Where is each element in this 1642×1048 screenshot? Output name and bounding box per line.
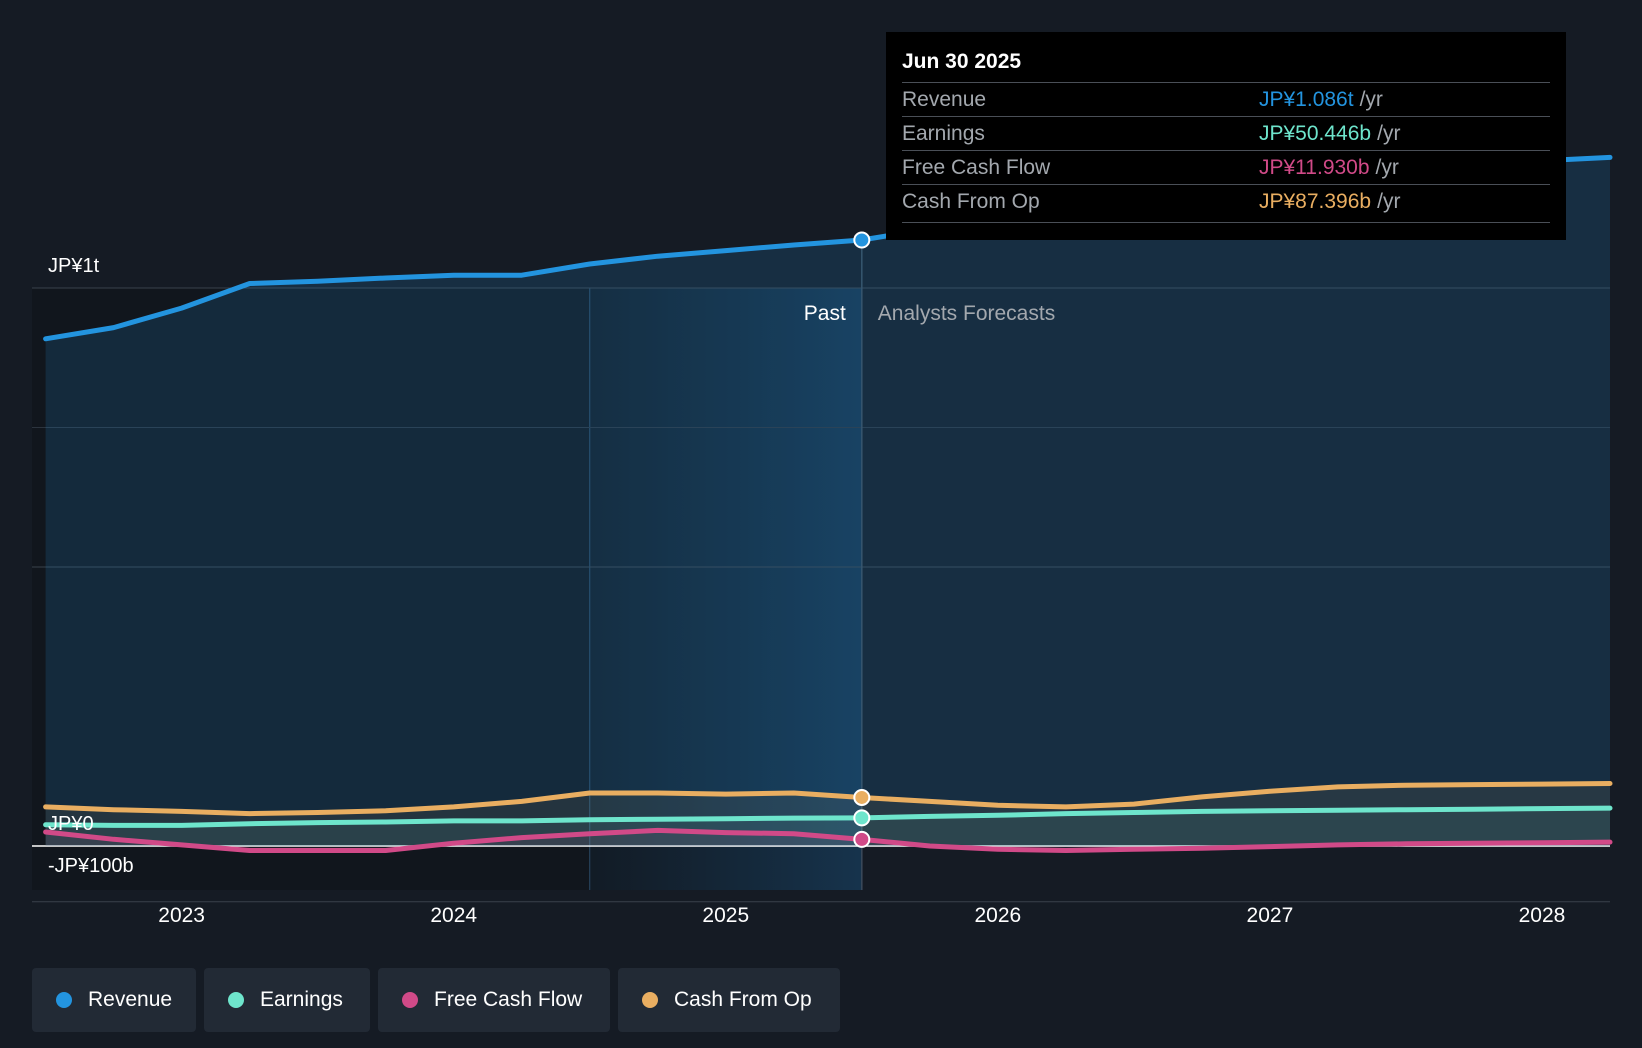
y-tick-label: -JP¥100b	[48, 855, 134, 877]
tooltip-label: Revenue	[902, 88, 987, 111]
tooltip-value: JP¥87.396b/yr	[1259, 190, 1401, 213]
x-tick-label: 2026	[974, 904, 1021, 927]
tooltip-label: Earnings	[902, 122, 985, 145]
revenue-area	[45, 157, 1611, 846]
free-cash-flow-dot-icon	[402, 992, 418, 1008]
tooltip-label: Cash From Op	[902, 190, 1040, 213]
free-cash-flow-marker	[853, 830, 871, 848]
y-tick-label: JP¥1t	[48, 255, 100, 277]
tooltip-row-free-cash-flow: Free Cash Flow JP¥11.930b/yr	[902, 150, 1550, 185]
tooltip-row-cash-from-op: Cash From Op JP¥87.396b/yr	[902, 184, 1550, 219]
x-tick-label: 2023	[158, 904, 205, 927]
tooltip: Jun 30 2025 Revenue JP¥1.086t/yr Earning…	[886, 32, 1566, 240]
free-cash-flow-line	[43, 827, 1613, 853]
tooltip-label: Free Cash Flow	[902, 156, 1051, 179]
legend-item-free-cash-flow[interactable]: Free Cash Flow	[378, 968, 610, 1032]
chart: JP¥1t JP¥0 -JP¥100b 2023 2024 2025 2026 2027 202…	[32, 154, 1613, 927]
cash-from-op-marker	[853, 788, 871, 806]
tooltip-date: Jun 30 2025	[902, 50, 1022, 73]
legend-item-revenue[interactable]: Revenue	[32, 968, 196, 1032]
legend-label: Revenue	[88, 988, 173, 1011]
legend-label: Earnings	[260, 988, 343, 1011]
tooltip-value: JP¥1.086t/yr	[1259, 88, 1383, 111]
earnings-line	[43, 805, 1613, 828]
legend-item-cash-from-op[interactable]: Cash From Op	[618, 968, 840, 1032]
tooltip-value: JP¥50.446b/yr	[1259, 122, 1401, 145]
x-tick-label: 2028	[1519, 904, 1566, 927]
tooltip-row-revenue: Revenue JP¥1.086t/yr	[902, 82, 1550, 117]
earnings-marker	[853, 809, 871, 827]
cash-from-op-line	[43, 781, 1613, 817]
past-label: Past	[804, 302, 846, 325]
tooltip-divider	[902, 222, 1550, 223]
earnings-dot-icon	[228, 992, 244, 1008]
revenue-marker	[853, 231, 871, 249]
tooltip-value: JP¥11.930b/yr	[1259, 156, 1399, 179]
y-tick-label: JP¥0	[48, 813, 94, 835]
forecast-label: Analysts Forecasts	[878, 302, 1055, 325]
tooltip-row-earnings: Earnings JP¥50.446b/yr	[902, 116, 1550, 151]
cash-from-op-dot-icon	[642, 992, 658, 1008]
revenue-dot-icon	[56, 992, 72, 1008]
highlight-region	[589, 288, 862, 890]
legend-item-earnings[interactable]: Earnings	[204, 968, 370, 1032]
legend-label: Cash From Op	[674, 988, 812, 1011]
x-tick-label: 2024	[430, 904, 477, 927]
x-tick-label: 2027	[1247, 904, 1294, 927]
legend-label: Free Cash Flow	[434, 988, 583, 1011]
earnings-area	[45, 808, 1611, 846]
x-tick-label: 2025	[702, 904, 749, 927]
cash-from-op-area	[45, 783, 1611, 846]
